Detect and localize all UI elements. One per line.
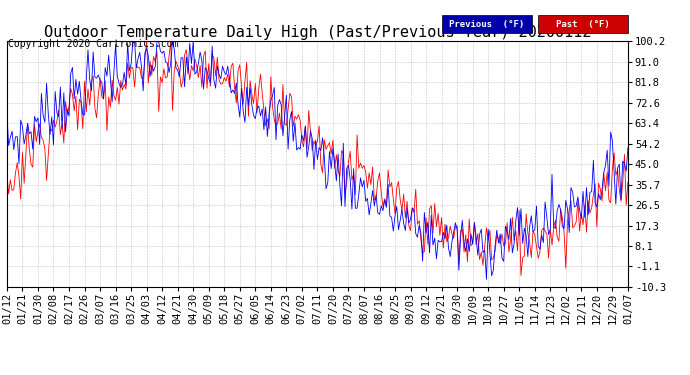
Text: Previous  (°F): Previous (°F) (449, 20, 524, 28)
Text: Copyright 2020 Cartronics.com: Copyright 2020 Cartronics.com (8, 39, 179, 50)
Text: Past  (°F): Past (°F) (556, 20, 610, 28)
Title: Outdoor Temperature Daily High (Past/Previous Year) 20200112: Outdoor Temperature Daily High (Past/Pre… (43, 25, 591, 40)
FancyBboxPatch shape (442, 15, 531, 33)
FancyBboxPatch shape (538, 15, 628, 33)
